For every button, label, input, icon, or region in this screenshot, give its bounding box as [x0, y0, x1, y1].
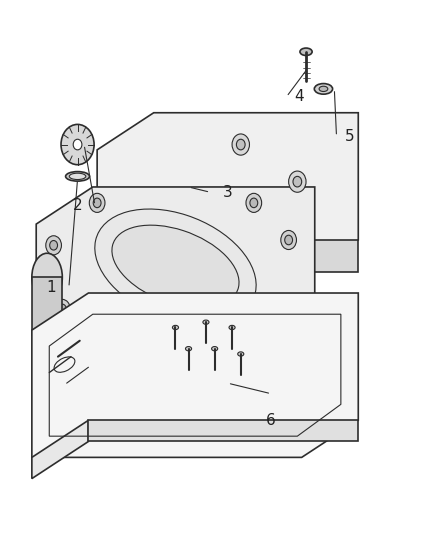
Ellipse shape: [314, 84, 332, 94]
Circle shape: [289, 171, 306, 192]
Circle shape: [46, 236, 61, 255]
Circle shape: [241, 336, 249, 345]
Text: 1: 1: [46, 280, 56, 295]
Circle shape: [293, 176, 302, 187]
Ellipse shape: [66, 172, 89, 181]
Polygon shape: [93, 314, 315, 346]
Ellipse shape: [229, 325, 235, 329]
Circle shape: [272, 294, 288, 313]
Text: 4: 4: [295, 90, 304, 104]
Circle shape: [73, 139, 82, 150]
Circle shape: [246, 193, 261, 213]
Circle shape: [276, 299, 284, 309]
Ellipse shape: [319, 86, 328, 92]
Ellipse shape: [32, 253, 62, 301]
Text: 3: 3: [223, 185, 233, 200]
Polygon shape: [36, 187, 315, 351]
Circle shape: [232, 134, 250, 155]
Circle shape: [61, 124, 94, 165]
Circle shape: [285, 235, 293, 245]
Ellipse shape: [212, 346, 218, 351]
Ellipse shape: [112, 225, 239, 308]
Circle shape: [49, 240, 57, 250]
Circle shape: [93, 198, 101, 208]
Text: 2: 2: [73, 198, 82, 213]
Text: 6: 6: [266, 413, 276, 428]
Ellipse shape: [185, 346, 191, 351]
Polygon shape: [32, 277, 62, 335]
Ellipse shape: [95, 209, 256, 324]
Circle shape: [89, 193, 105, 213]
Circle shape: [281, 230, 297, 249]
Text: 5: 5: [345, 129, 354, 144]
Ellipse shape: [69, 173, 86, 180]
Circle shape: [85, 336, 92, 345]
Polygon shape: [32, 293, 358, 457]
Circle shape: [81, 331, 96, 350]
Polygon shape: [154, 240, 358, 272]
Ellipse shape: [300, 48, 312, 55]
Polygon shape: [97, 113, 358, 277]
Circle shape: [237, 331, 253, 350]
Polygon shape: [32, 420, 88, 479]
Circle shape: [58, 304, 66, 314]
Polygon shape: [97, 240, 154, 309]
Circle shape: [237, 139, 245, 150]
Ellipse shape: [173, 325, 179, 329]
Polygon shape: [88, 420, 358, 441]
Ellipse shape: [203, 320, 209, 324]
Ellipse shape: [238, 352, 244, 356]
Circle shape: [250, 198, 258, 208]
Polygon shape: [36, 314, 93, 383]
Circle shape: [54, 300, 70, 318]
